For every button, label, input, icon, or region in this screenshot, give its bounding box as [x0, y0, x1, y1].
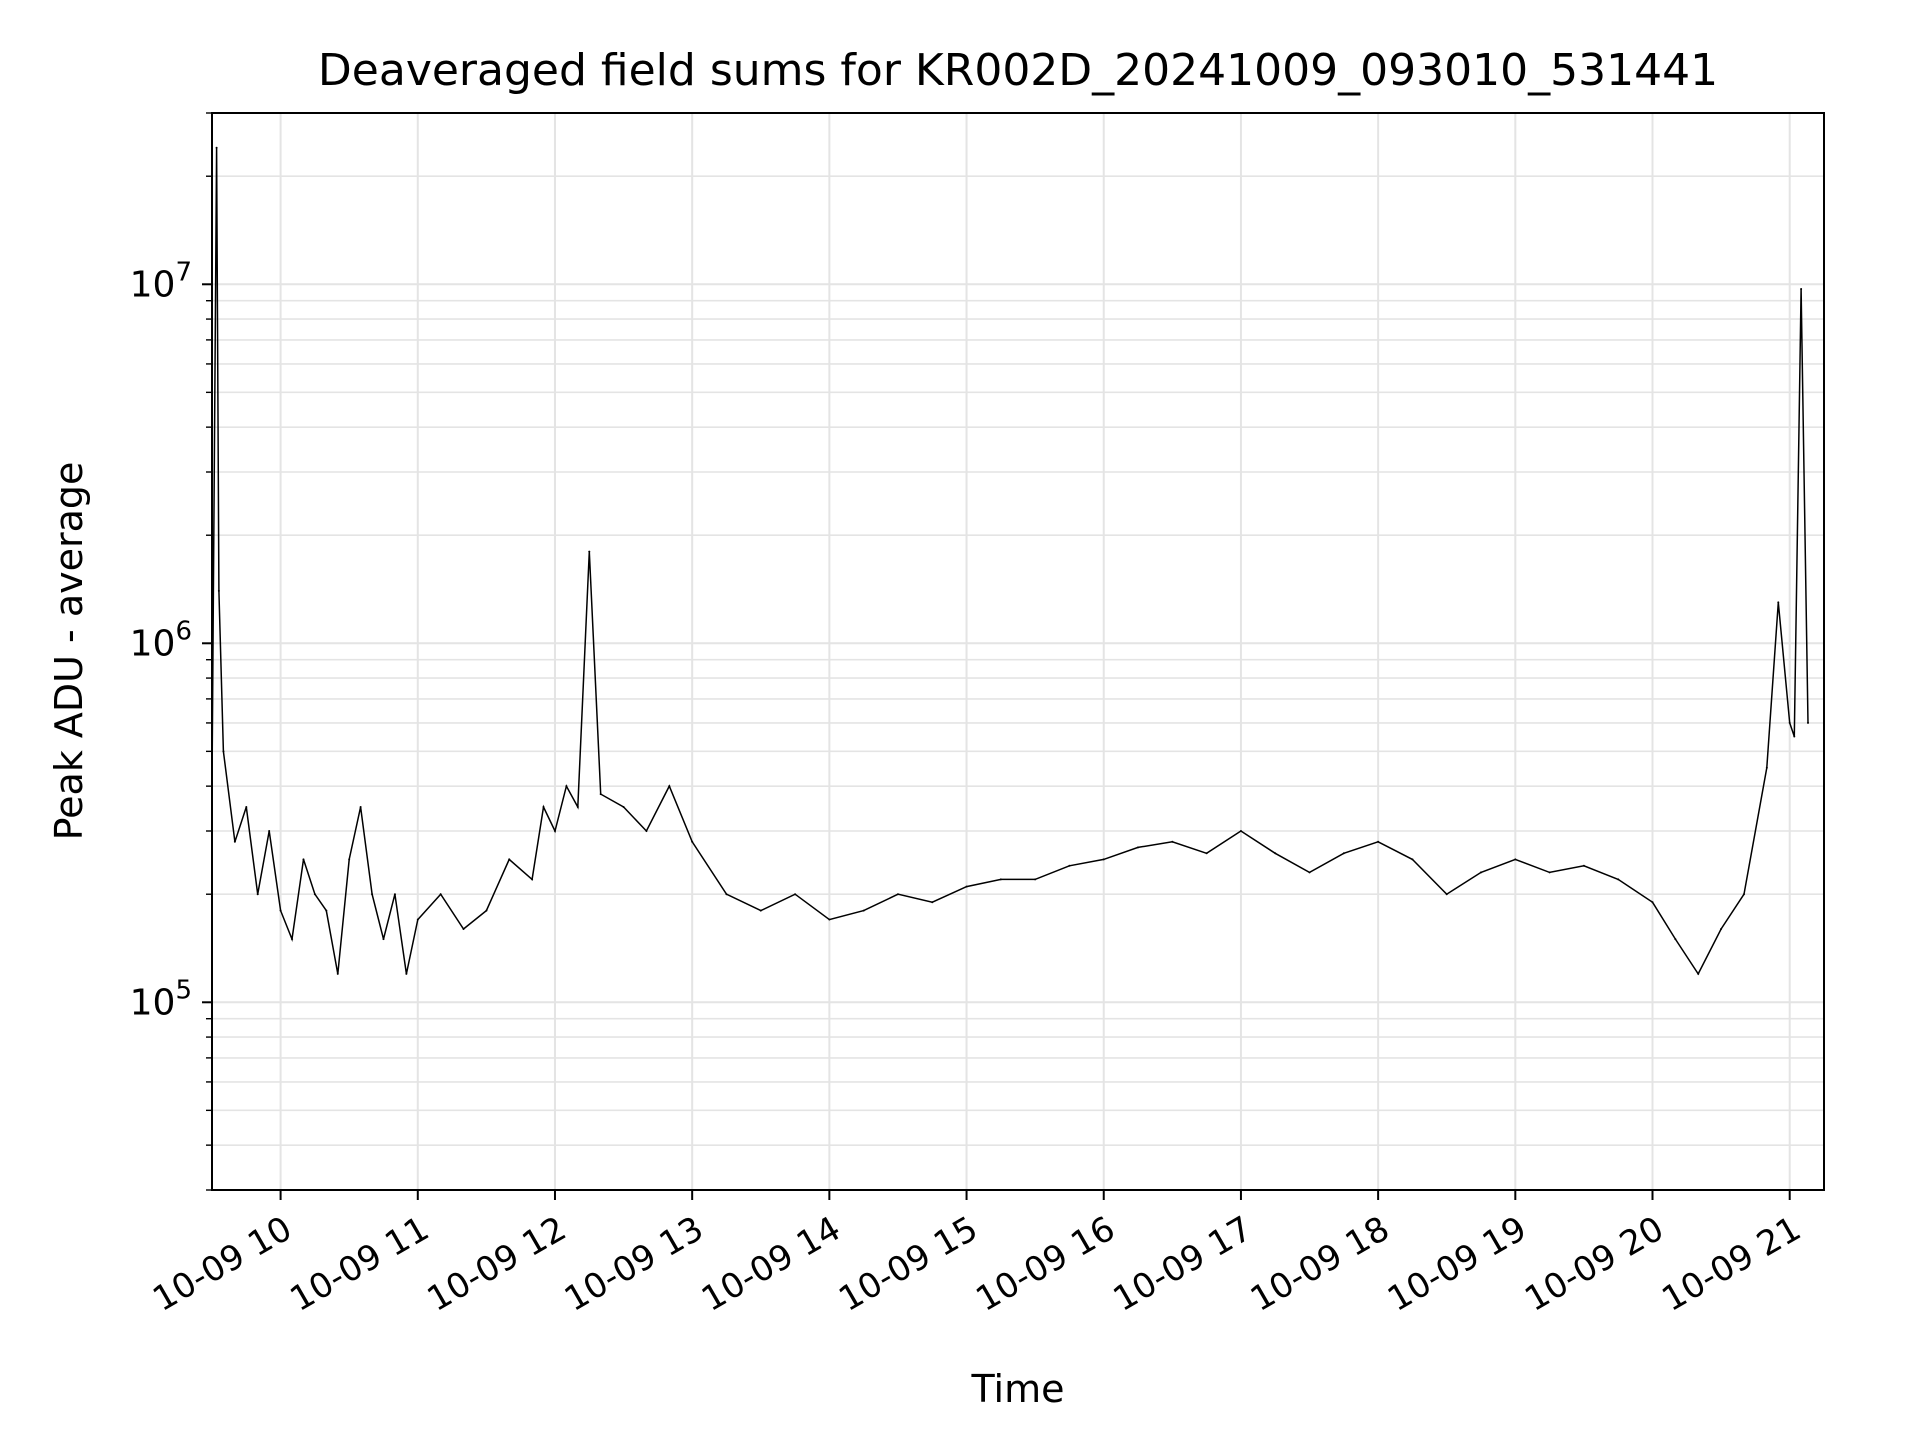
data-line-layer — [211, 146, 1809, 976]
data-point — [1205, 852, 1208, 855]
data-point — [302, 858, 305, 861]
data-point — [1274, 852, 1277, 855]
chart-title: Deaveraged field sums for KR002D_2024100… — [318, 45, 1718, 96]
data-point — [371, 893, 374, 896]
data-point — [1582, 864, 1585, 867]
data-point — [336, 972, 339, 975]
data-point — [485, 909, 488, 912]
data-point — [279, 909, 282, 912]
y-tick-label: 105 — [130, 975, 192, 1023]
data-point — [931, 901, 934, 904]
data-point — [1788, 721, 1791, 724]
data-point — [1377, 840, 1380, 843]
data-point — [217, 589, 220, 592]
data-point — [576, 805, 579, 808]
data-point — [245, 805, 248, 808]
data-point — [1308, 871, 1311, 874]
data-point — [588, 550, 591, 553]
data-point — [1480, 871, 1483, 874]
data-point — [1137, 846, 1140, 849]
data-point — [794, 893, 797, 896]
data-point — [1514, 858, 1517, 861]
y-tick-label: 107 — [130, 257, 192, 305]
data-point — [382, 938, 385, 941]
data-point — [462, 928, 465, 931]
data-point — [1445, 893, 1448, 896]
data-point — [256, 893, 259, 896]
data-point — [405, 972, 408, 975]
data-point — [828, 918, 831, 921]
data-point — [1806, 721, 1809, 724]
data-point — [508, 858, 511, 861]
data-point — [393, 893, 396, 896]
data-point — [1342, 852, 1345, 855]
data-point — [1742, 893, 1745, 896]
data-point — [645, 830, 648, 832]
data-point — [965, 885, 968, 888]
y-axis-label: Peak ADU - average — [47, 462, 91, 841]
data-point — [1548, 871, 1551, 874]
data-point — [1674, 938, 1677, 941]
data-point — [542, 805, 545, 808]
x-axis-label: Time — [971, 1367, 1065, 1411]
data-point — [1411, 858, 1414, 861]
data-point — [1102, 858, 1105, 861]
data-point — [1651, 901, 1654, 904]
data-point — [291, 938, 294, 941]
data-point — [725, 893, 728, 896]
data-point — [862, 909, 865, 912]
data-point — [759, 909, 762, 912]
data-point — [222, 750, 225, 753]
data-point — [896, 893, 899, 896]
data-point — [1068, 864, 1071, 867]
data-point — [565, 785, 568, 788]
data-point — [1617, 878, 1620, 881]
data-point — [348, 858, 351, 861]
grid — [212, 112, 1824, 1191]
data-point — [691, 840, 694, 843]
data-point — [622, 805, 625, 808]
data-point — [1034, 878, 1037, 881]
data-point — [1765, 766, 1768, 769]
data-point — [233, 840, 236, 843]
data-point — [1171, 840, 1174, 843]
series-line — [211, 147, 1809, 976]
data-point — [1239, 830, 1242, 832]
data-point — [1793, 735, 1796, 738]
data-point — [999, 878, 1002, 881]
y-axis-ticks: 105 106 107 — [130, 112, 212, 1191]
data-point — [215, 146, 218, 149]
data-point — [416, 918, 419, 921]
data-point — [668, 785, 671, 788]
data-point — [439, 893, 442, 896]
y-tick-label: 106 — [130, 616, 192, 664]
data-point — [553, 830, 556, 832]
data-point — [268, 830, 271, 832]
data-point — [599, 793, 602, 796]
plot-frame — [211, 112, 1825, 1191]
data-point — [531, 878, 534, 881]
data-point — [1800, 288, 1803, 291]
data-point — [359, 805, 362, 808]
data-point — [1697, 972, 1700, 975]
data-point — [325, 909, 328, 912]
data-point — [1720, 928, 1723, 931]
data-point — [313, 893, 316, 896]
data-point — [1777, 601, 1780, 604]
